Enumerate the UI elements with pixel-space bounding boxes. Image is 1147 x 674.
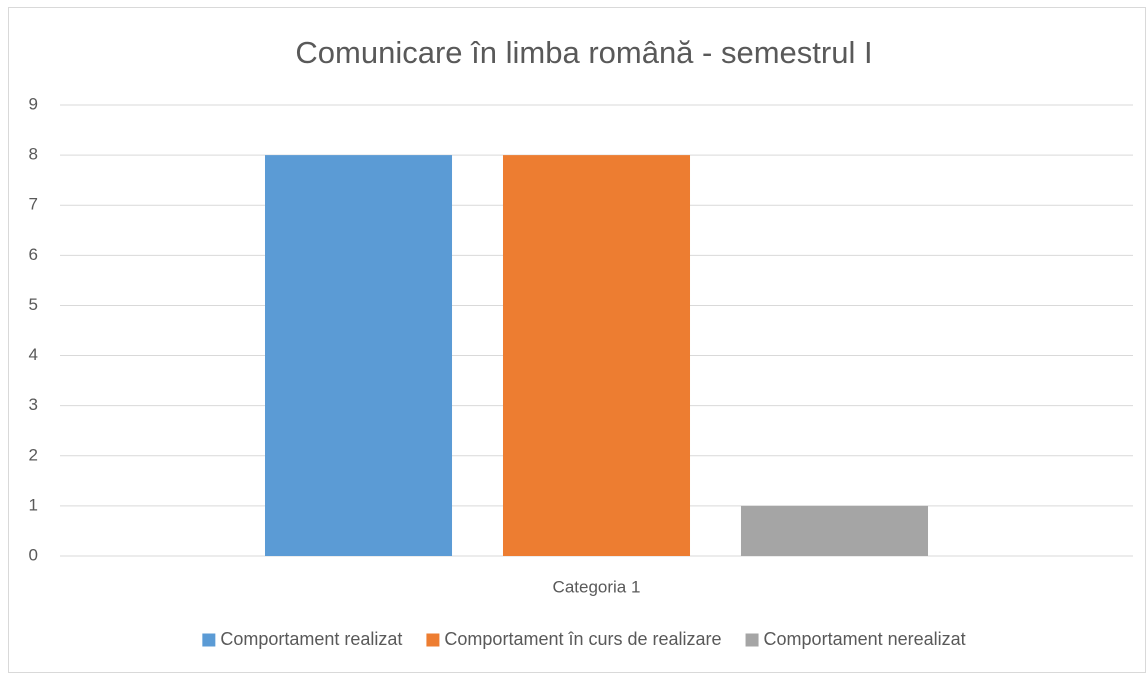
y-tick-label: 3: [29, 395, 38, 414]
legend-label: Comportament nerealizat: [764, 629, 966, 649]
legend-label: Comportament în curs de realizare: [444, 629, 721, 649]
legend-swatch: [202, 633, 216, 647]
bar: [740, 505, 929, 556]
legend-swatch: [745, 633, 759, 647]
legend-label: Comportament realizat: [220, 629, 402, 649]
y-tick-label: 4: [29, 345, 38, 364]
y-tick-label: 9: [29, 94, 38, 113]
y-tick-label: 6: [29, 245, 38, 264]
y-tick-label: 7: [29, 195, 38, 214]
bar: [502, 155, 691, 556]
chart-title: Comunicare în limba română - semestrul I: [295, 35, 872, 70]
y-tick-label: 2: [29, 445, 38, 464]
y-tick-label: 1: [29, 495, 38, 514]
y-tick-label: 5: [29, 295, 38, 314]
y-tick-label: 8: [29, 145, 38, 164]
y-tick-label: 0: [29, 545, 38, 564]
bar: [264, 155, 453, 556]
legend-swatch: [426, 633, 440, 647]
x-tick-label: Categoria 1: [553, 577, 641, 596]
